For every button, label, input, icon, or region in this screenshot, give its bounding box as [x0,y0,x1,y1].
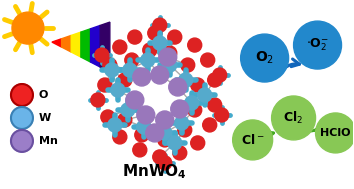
Circle shape [121,103,135,117]
Text: HClO: HClO [320,128,351,138]
Circle shape [151,66,169,84]
Text: O: O [39,90,48,100]
Text: W: W [39,113,51,123]
Polygon shape [100,22,110,72]
Circle shape [191,136,205,150]
Circle shape [156,111,174,129]
Polygon shape [71,32,81,57]
Text: $\cdot$O$_2^{-}$: $\cdot$O$_2^{-}$ [306,37,329,53]
Circle shape [168,30,182,44]
Circle shape [293,21,342,69]
Circle shape [153,18,167,32]
Circle shape [126,91,144,109]
Circle shape [241,34,289,82]
Circle shape [203,118,217,132]
Circle shape [153,36,167,50]
Circle shape [133,68,151,86]
Circle shape [95,48,109,62]
Text: Cl$^-$: Cl$^-$ [241,133,264,147]
Circle shape [215,108,229,122]
Circle shape [11,84,33,106]
Circle shape [103,58,117,72]
Circle shape [158,133,172,147]
Circle shape [118,113,132,127]
Circle shape [113,130,127,144]
Circle shape [169,78,187,96]
Circle shape [123,63,137,77]
Circle shape [188,103,202,117]
Polygon shape [91,26,100,67]
Circle shape [98,78,112,92]
Polygon shape [52,39,62,47]
Circle shape [188,38,202,52]
Text: $\mathbf{MnWO_4}$: $\mathbf{MnWO_4}$ [122,163,187,181]
Circle shape [91,93,105,107]
Circle shape [133,143,147,157]
Circle shape [175,116,189,130]
Circle shape [143,43,157,57]
Circle shape [128,30,142,44]
Circle shape [12,12,44,44]
Circle shape [101,110,115,124]
Circle shape [11,107,33,129]
Circle shape [111,83,125,97]
Circle shape [315,113,354,153]
Circle shape [118,73,132,87]
Circle shape [173,146,187,160]
Circle shape [185,96,199,110]
Circle shape [108,118,122,132]
Circle shape [158,126,172,140]
Text: Cl$_2$: Cl$_2$ [284,110,304,126]
Text: O$_2$: O$_2$ [255,50,274,66]
Circle shape [208,73,222,87]
Circle shape [11,130,33,152]
Circle shape [148,26,162,40]
Circle shape [146,124,164,142]
Circle shape [163,58,177,72]
Circle shape [158,156,172,170]
Circle shape [213,68,227,82]
Circle shape [137,106,155,124]
Circle shape [198,88,212,102]
Circle shape [208,98,222,112]
Circle shape [163,46,177,60]
Circle shape [168,136,182,150]
Circle shape [137,120,151,134]
Circle shape [125,53,139,67]
Circle shape [272,96,315,140]
Circle shape [179,73,193,87]
Circle shape [105,63,119,77]
Circle shape [135,128,149,142]
Text: Mn: Mn [39,136,58,146]
Circle shape [233,120,273,160]
Circle shape [171,100,189,118]
Polygon shape [62,35,71,52]
Polygon shape [81,29,91,62]
Circle shape [141,53,155,67]
Circle shape [191,78,205,92]
Circle shape [178,123,192,137]
Circle shape [201,53,215,67]
Circle shape [181,58,195,72]
Circle shape [159,48,177,66]
Circle shape [153,150,167,164]
Circle shape [113,40,127,54]
